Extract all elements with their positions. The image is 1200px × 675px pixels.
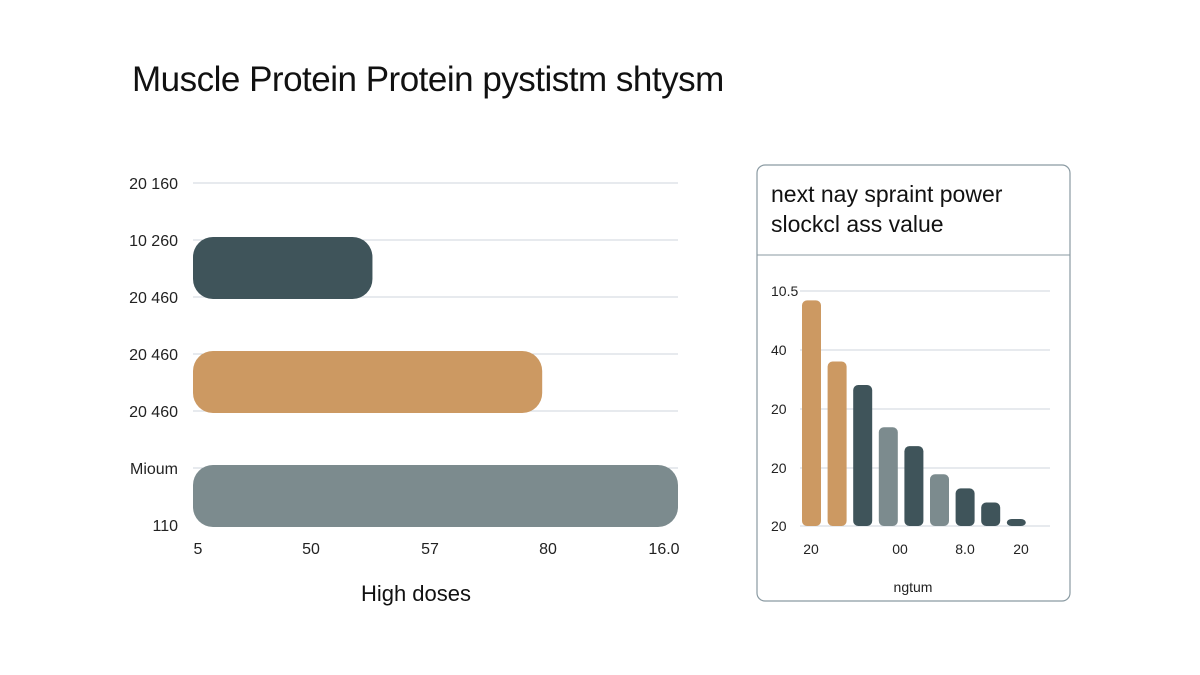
side-bar	[802, 300, 821, 526]
side-y-tick-label: 20	[771, 518, 787, 534]
side-bar	[904, 446, 924, 526]
y-tick-label: Mioum	[130, 461, 178, 478]
x-tick-label: 50	[302, 541, 320, 558]
side-panel-title-line-2: slockcl ass value	[771, 211, 944, 237]
bar	[193, 465, 678, 527]
side-x-tick-label: 8.0	[955, 541, 975, 557]
bar	[193, 237, 373, 299]
bar	[193, 351, 543, 413]
y-tick-label: 20 160	[129, 176, 178, 193]
side-bar	[878, 427, 898, 526]
side-y-tick-label: 20	[771, 401, 787, 417]
side-y-tick-label: 40	[771, 342, 787, 358]
y-tick-label: 110	[152, 518, 178, 535]
side-y-tick-label: 10.5	[771, 283, 798, 299]
side-x-tick-label: 20	[803, 541, 819, 557]
y-tick-label: 20 460	[129, 290, 178, 307]
side-x-axis-title: ngtum	[894, 579, 933, 595]
y-tick-label: 20 460	[129, 404, 178, 421]
y-tick-label: 20 460	[129, 347, 178, 364]
side-bar	[930, 474, 949, 526]
side-bar	[827, 361, 847, 526]
side-panel-title: next nay spraint power slockcl ass value	[771, 179, 1002, 239]
x-axis-title: High doses	[361, 581, 471, 606]
x-tick-label: 80	[539, 541, 557, 558]
side-y-tick-label: 20	[771, 460, 787, 476]
y-tick-label: 10 260	[129, 233, 178, 250]
side-bar	[853, 385, 873, 526]
page-title: Muscle Protein Protein pystistm shtysm	[132, 60, 724, 99]
x-tick-label: 57	[421, 541, 439, 558]
x-tick-label: 16.0	[648, 541, 679, 558]
side-bar	[955, 488, 975, 526]
side-bar	[981, 502, 1001, 526]
main-bar-chart: 20 160 10 260 20 460 20 460 20 460 Mioum 110 5 5…	[129, 176, 680, 606]
side-x-tick-label: 20	[1013, 541, 1029, 557]
side-bar	[1006, 518, 1026, 526]
side-x-tick-label: 00	[892, 541, 908, 557]
side-panel-title-line-1: next nay spraint power	[771, 181, 1003, 207]
x-tick-label: 5	[194, 541, 203, 558]
